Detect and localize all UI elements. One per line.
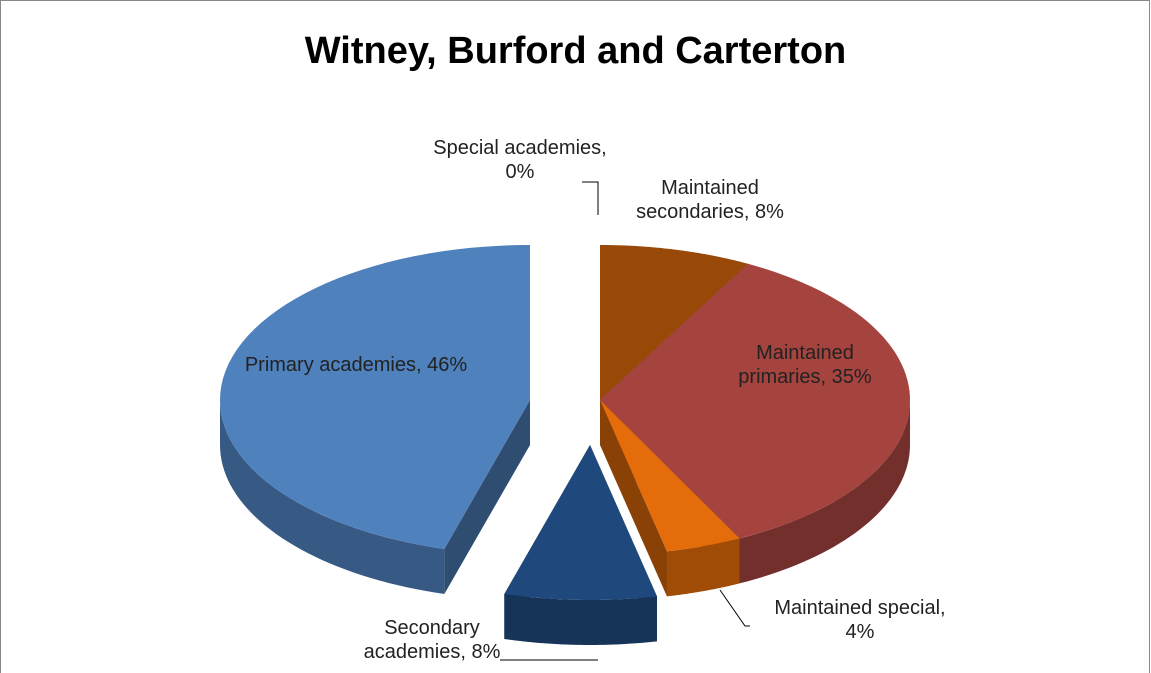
label-separator: , [416, 354, 428, 376]
slice-side [600, 400, 667, 597]
data-label: Secondary academies, 8% [332, 616, 532, 664]
slice [504, 445, 657, 600]
data-label: Maintained primaries, 35% [715, 341, 895, 389]
slice [600, 400, 740, 552]
slice-wall [220, 400, 445, 594]
label-value: 8% [471, 641, 501, 663]
slice-wall [666, 538, 740, 597]
label-value: 35% [831, 366, 872, 388]
label-separator: , [460, 641, 472, 663]
label-separator: , [601, 137, 607, 159]
slice-wall [504, 593, 657, 645]
data-label: Maintained secondaries, 8% [610, 176, 810, 224]
label-category: Maintained primaries [738, 342, 854, 388]
label-separator: , [820, 366, 832, 388]
label-category: Primary academies [244, 354, 416, 376]
data-label: Primary academies, 46% [226, 353, 486, 377]
data-label: Special academies, 0% [430, 136, 610, 184]
chart-title: Witney, Burford and Carterton [304, 30, 847, 72]
data-label: Maintained special, 4% [760, 596, 960, 644]
slice [600, 245, 748, 400]
label-category: Special academies [433, 137, 602, 159]
label-value: 46% [427, 354, 468, 376]
label-category: Maintained special [774, 597, 941, 619]
label-value: 4% [845, 621, 875, 643]
label-category: Secondary academies [363, 617, 480, 663]
label-separator: , [940, 597, 946, 619]
slice [600, 263, 910, 539]
slice-wall [739, 400, 910, 584]
label-value: 0% [505, 161, 535, 183]
label-separator: , [743, 201, 756, 223]
leader-line [719, 589, 750, 627]
label-category: Maintained secondaries [636, 177, 759, 223]
leader-line [582, 181, 599, 215]
slice-side [444, 400, 530, 594]
label-value: 8% [755, 201, 784, 223]
slice [220, 245, 530, 549]
